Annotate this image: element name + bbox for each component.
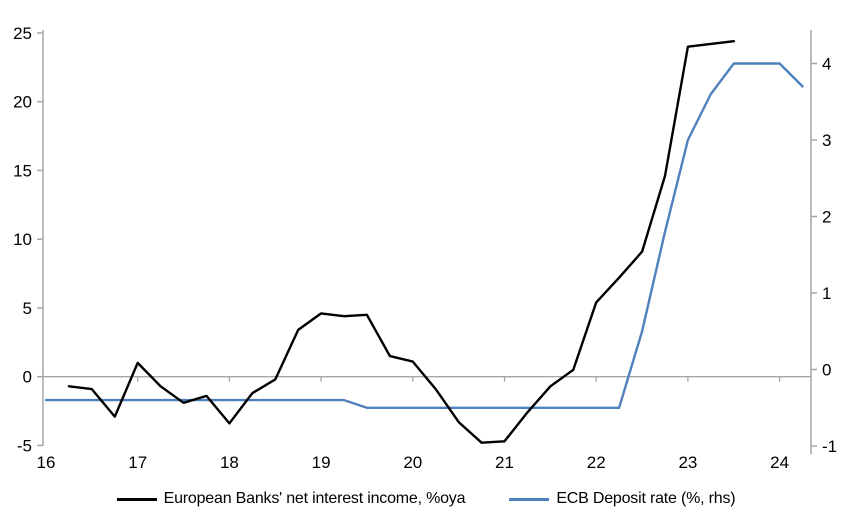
legend-label-deposit-rate: ECB Deposit rate (%, rhs): [556, 490, 736, 507]
right-axis-tick-label: -1: [822, 437, 837, 456]
x-axis-tick-label: 22: [587, 453, 606, 472]
x-axis-tick-label: 24: [770, 453, 789, 472]
x-axis-tick-label: 19: [312, 453, 331, 472]
x-axis-tick-label: 17: [128, 453, 147, 472]
nii-line-swatch: [116, 497, 157, 501]
legend: European Banks' net interest income, %oy…: [0, 490, 852, 508]
x-axis-tick-label: 16: [37, 453, 56, 472]
ecb-deposit-rate-line: [44, 62, 804, 409]
left-axis-tick-label: 25: [13, 24, 32, 43]
left-axis-tick-label: 15: [13, 161, 32, 180]
x-axis-tick-label: 23: [678, 453, 697, 472]
x-axis-tick-label: 21: [495, 453, 514, 472]
left-axis-tick-label: 0: [23, 368, 32, 387]
legend-item-net-interest-income: European Banks' net interest income, %oy…: [116, 490, 466, 508]
legend-item-deposit-rate: ECB Deposit rate (%, rhs): [509, 490, 736, 508]
x-axis-tick-label: 18: [220, 453, 239, 472]
legend-label-net-interest-income: European Banks' net interest income, %oy…: [163, 490, 466, 507]
right-axis-tick-label: 0: [822, 361, 831, 380]
left-axis-tick-label: 5: [23, 299, 32, 318]
right-axis-tick-label: 1: [822, 284, 831, 303]
left-axis-tick-label: 20: [13, 93, 32, 112]
left-axis-tick-label: 10: [13, 230, 32, 249]
right-axis-tick-label: 2: [822, 208, 831, 227]
deposit-rate-line-swatch: [509, 497, 550, 501]
right-axis-tick-label: 4: [822, 55, 831, 74]
left-axis-tick-label: -5: [17, 436, 32, 455]
net-interest-income-line: [67, 40, 735, 444]
x-axis-tick-label: 20: [403, 453, 422, 472]
right-axis-tick-label: 3: [822, 131, 831, 150]
